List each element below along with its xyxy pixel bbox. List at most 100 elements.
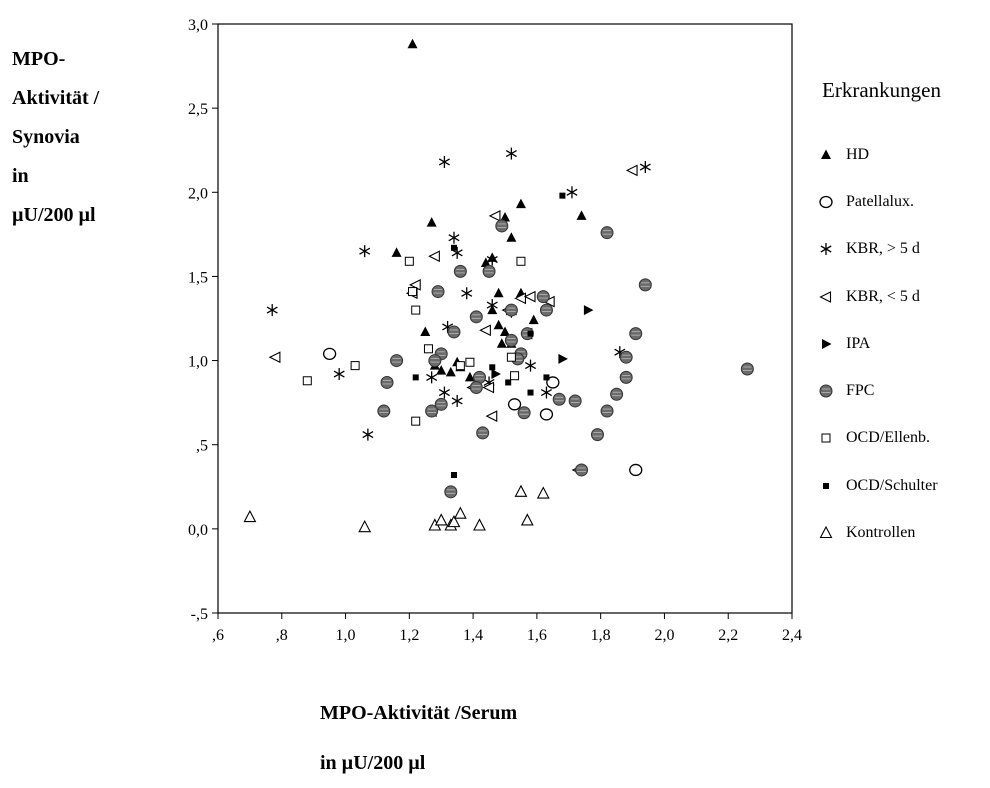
legend-marker bbox=[823, 482, 829, 489]
data-point-hd bbox=[464, 371, 475, 382]
data-point-kbr-5-d bbox=[359, 245, 371, 258]
y-tick-label: -,5 bbox=[191, 606, 208, 623]
legend-label: KBR, > 5 d bbox=[846, 240, 920, 258]
data-point-hd bbox=[407, 38, 418, 49]
legend-label: KBR, < 5 d bbox=[846, 287, 920, 305]
data-point-kbr-5-d bbox=[540, 386, 552, 399]
legend-label: OCD/Schulter bbox=[846, 476, 938, 494]
data-point-kbr-5-d bbox=[428, 250, 440, 263]
data-point-ocd-schulter bbox=[450, 244, 457, 251]
legend-marker-icon bbox=[821, 433, 831, 443]
data-point-fpc bbox=[444, 485, 458, 499]
legend-marker-icon bbox=[820, 243, 832, 256]
data-point-kbr-5-d bbox=[448, 231, 460, 244]
data-point-kbr-5-d bbox=[625, 164, 638, 177]
data-point-kbr-5-d bbox=[438, 155, 450, 168]
data-point-kbr-5-d bbox=[566, 186, 578, 199]
legend-label: Kontrollen bbox=[846, 524, 916, 542]
data-point-kontrollen bbox=[514, 484, 528, 497]
legend-marker-icon bbox=[819, 195, 833, 209]
legend-marker-icon bbox=[819, 290, 832, 303]
legend-marker-icon bbox=[822, 338, 832, 349]
data-point-fpc bbox=[469, 380, 483, 394]
y-tick-label: 0,0 bbox=[188, 522, 208, 539]
data-point-ocd-schulter bbox=[450, 472, 457, 479]
data-point-fpc bbox=[638, 278, 652, 292]
data-point-ocd-ellenb bbox=[465, 357, 475, 367]
legend-label: HD bbox=[846, 145, 870, 163]
x-tick-label: 1,6 bbox=[527, 627, 547, 644]
data-point-kbr-5-d bbox=[451, 394, 463, 407]
data-point-kontrollen bbox=[453, 506, 467, 519]
data-point-hd bbox=[426, 217, 437, 227]
y-tick-label: 3,0 bbox=[188, 17, 208, 34]
data-point-hd bbox=[500, 212, 510, 222]
data-point-kbr-5-d bbox=[488, 209, 501, 222]
legend-label: Patellalux. bbox=[846, 192, 914, 210]
data-point-ocd-schulter bbox=[559, 192, 566, 199]
plot-area-frame bbox=[217, 23, 793, 614]
data-point-kbr-5-d bbox=[639, 161, 651, 174]
data-point-fpc bbox=[431, 285, 445, 299]
x-axis-title-line: MPO-Aktivität /Serum bbox=[320, 702, 518, 724]
data-point-ocd-ellenb bbox=[423, 344, 433, 354]
data-point-fpc bbox=[740, 362, 754, 376]
data-point-hd bbox=[528, 314, 539, 325]
data-point-kontrollen bbox=[358, 519, 372, 533]
y-axis: -,5 0,0 ,5 1,0 1,5 2,0 2,5 3,0 bbox=[188, 17, 218, 623]
data-point-ocd-ellenb bbox=[350, 361, 360, 371]
y-tick-label: 2,5 bbox=[188, 101, 208, 118]
data-points bbox=[243, 38, 754, 533]
data-point-ocd-schulter bbox=[543, 374, 550, 381]
y-tick-label: 2,0 bbox=[188, 185, 208, 202]
x-tick-label: 2,2 bbox=[718, 627, 738, 644]
data-point-fpc bbox=[517, 406, 531, 420]
data-point-ocd-ellenb bbox=[510, 371, 520, 381]
legend: HD Patellalux. KBR, > 5 d KBR, < 5 d IPA FPC O… bbox=[818, 131, 938, 557]
data-point-patellalux bbox=[539, 408, 554, 421]
data-point-fpc bbox=[482, 264, 496, 278]
data-point-fpc bbox=[552, 392, 566, 406]
data-point-kbr-5-d bbox=[482, 381, 495, 394]
legend-item: HD bbox=[818, 131, 938, 178]
legend-marker-icon bbox=[819, 384, 833, 398]
data-point-kbr-5-d bbox=[486, 299, 498, 312]
legend-label: IPA bbox=[846, 334, 871, 352]
legend-marker-icon bbox=[821, 149, 831, 159]
data-point-ocd-ellenb bbox=[302, 376, 312, 386]
data-point-ocd-ellenb bbox=[408, 287, 418, 297]
y-tick-label: 1,0 bbox=[188, 354, 208, 371]
data-point-fpc bbox=[476, 426, 490, 440]
legend-title: Erkrankungen bbox=[822, 78, 941, 102]
y-axis-title-line: Synovia bbox=[12, 126, 80, 148]
data-point-hd bbox=[436, 365, 447, 375]
x-tick-label: ,8 bbox=[276, 627, 288, 644]
legend-item: FPC bbox=[818, 367, 938, 414]
data-point-kbr-5-d bbox=[451, 246, 463, 259]
data-point-fpc bbox=[575, 463, 589, 477]
x-tick-label: 2,0 bbox=[654, 627, 674, 644]
data-point-hd bbox=[391, 247, 402, 257]
data-point-ipa bbox=[491, 369, 501, 380]
data-point-fpc bbox=[380, 375, 394, 389]
legend-marker bbox=[819, 195, 833, 209]
data-point-fpc bbox=[469, 310, 483, 324]
data-point-fpc bbox=[495, 219, 509, 233]
data-point-fpc bbox=[425, 404, 439, 418]
data-point-hd bbox=[493, 319, 504, 330]
data-point-kontrollen bbox=[473, 518, 486, 531]
data-point-ipa bbox=[558, 353, 568, 364]
legend-marker-icon bbox=[819, 525, 833, 539]
data-point-patellalux bbox=[507, 398, 522, 411]
data-point-ocd-ellenb bbox=[455, 361, 465, 371]
x-tick-label: 1,8 bbox=[591, 627, 611, 644]
data-point-ipa bbox=[583, 305, 594, 316]
data-point-fpc bbox=[619, 350, 633, 364]
data-point-ocd-ellenb bbox=[404, 256, 414, 266]
data-point-fpc bbox=[390, 354, 404, 368]
legend-marker bbox=[819, 290, 832, 303]
data-point-kbr-5-d bbox=[523, 290, 536, 303]
data-point-fpc bbox=[610, 387, 624, 401]
y-tick-label: 1,5 bbox=[188, 269, 208, 286]
data-point-kontrollen bbox=[520, 513, 534, 526]
